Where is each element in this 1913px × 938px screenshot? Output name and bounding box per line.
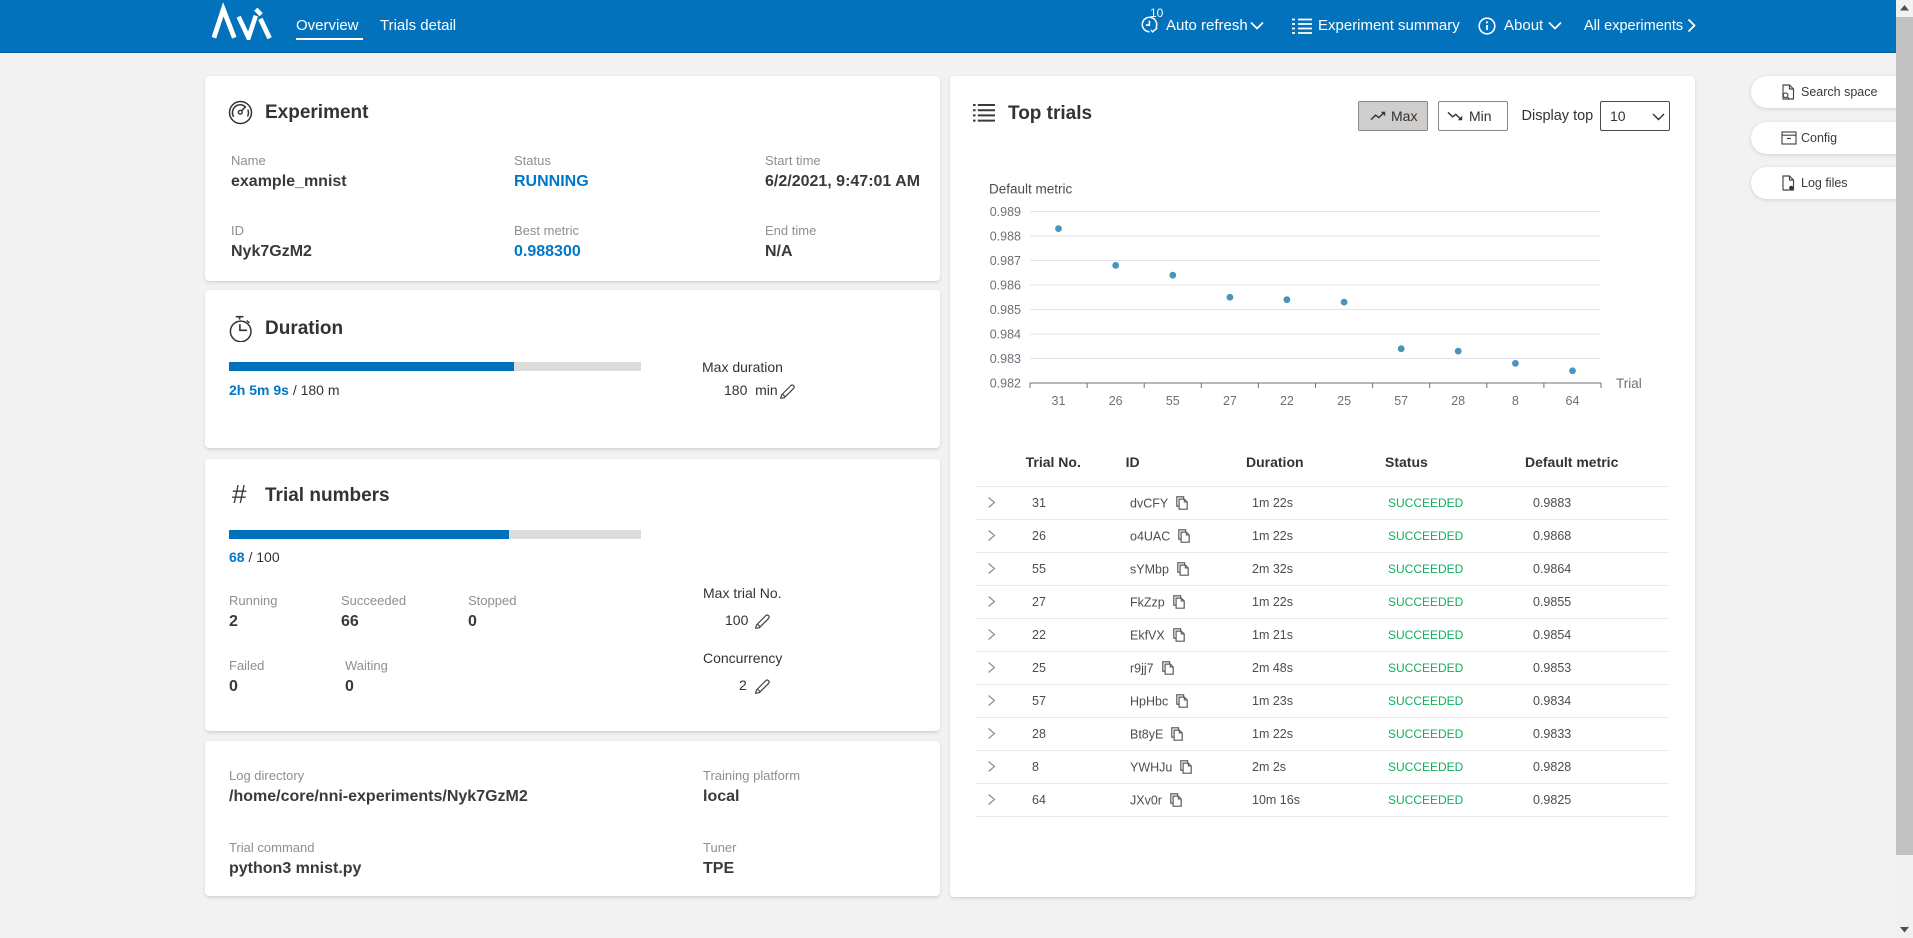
svg-text:0.984: 0.984 — [990, 328, 1021, 342]
svg-text:28: 28 — [1451, 394, 1465, 408]
svg-text:Trial: Trial — [1616, 376, 1642, 391]
svg-text:27: 27 — [1223, 394, 1237, 408]
svg-text:31: 31 — [1052, 394, 1066, 408]
svg-text:64: 64 — [1566, 394, 1580, 408]
svg-text:Default metric: Default metric — [989, 182, 1073, 197]
svg-text:0.988: 0.988 — [990, 230, 1021, 244]
svg-text:0.986: 0.986 — [990, 279, 1021, 293]
svg-text:0.989: 0.989 — [990, 205, 1021, 219]
svg-text:0.982: 0.982 — [990, 377, 1021, 391]
svg-text:0.983: 0.983 — [990, 352, 1021, 366]
svg-text:22: 22 — [1280, 394, 1294, 408]
svg-text:55: 55 — [1166, 394, 1180, 408]
svg-text:8: 8 — [1512, 394, 1519, 408]
svg-text:26: 26 — [1109, 394, 1123, 408]
svg-text:0.985: 0.985 — [990, 303, 1021, 317]
svg-text:57: 57 — [1394, 394, 1408, 408]
svg-text:0.987: 0.987 — [990, 254, 1021, 268]
svg-text:25: 25 — [1337, 394, 1351, 408]
